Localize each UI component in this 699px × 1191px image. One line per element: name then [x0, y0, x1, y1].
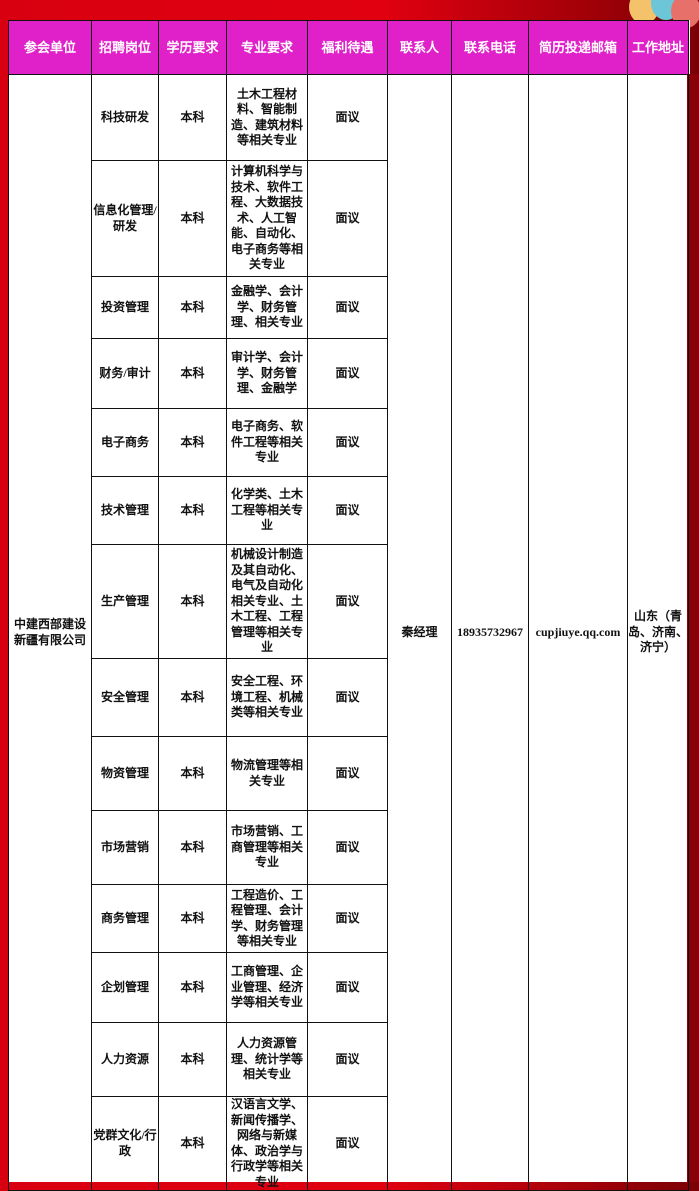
table-row: 物资管理 本科 物流管理等相关专业 面议: [9, 736, 689, 811]
address-cell: 山东（青岛、济南、济宁）: [627, 74, 689, 1191]
table-row: 人力资源 本科 人力资源管理、统计学等相关专业 面议: [9, 1022, 689, 1097]
benefit-cell: 面议: [307, 160, 388, 277]
education-cell: 本科: [158, 736, 227, 811]
position-cell: 企划管理: [91, 952, 159, 1023]
education-cell: 本科: [158, 476, 227, 545]
education-cell: 本科: [158, 74, 227, 161]
major-cell: 物流管理等相关专业: [226, 736, 308, 811]
position-cell: 投资管理: [91, 276, 159, 339]
benefit-cell: 面议: [307, 1022, 388, 1097]
right-edge-decoration: [687, 74, 699, 1182]
table-row: 投资管理 本科 金融学、会计学、财务管理、相关专业 面议: [9, 276, 689, 339]
major-cell: 工程造价、工程管理、会计学、财务管理等相关专业: [226, 884, 308, 953]
benefit-cell: 面议: [307, 74, 388, 161]
column-header: 招聘岗位: [91, 20, 159, 75]
education-cell: 本科: [158, 160, 227, 277]
education-cell: 本科: [158, 658, 227, 737]
position-cell: 生产管理: [91, 544, 159, 659]
benefit-cell: 面议: [307, 952, 388, 1023]
position-cell: 物资管理: [91, 736, 159, 811]
column-header: 联系人: [387, 20, 452, 75]
contact-cell: 秦经理: [387, 74, 452, 1191]
benefit-cell: 面议: [307, 658, 388, 737]
benefit-cell: 面议: [307, 1096, 388, 1191]
major-cell: 机械设计制造及其自动化、电气及自动化相关专业、土木工程、工程管理等相关专业: [226, 544, 308, 659]
education-cell: 本科: [158, 408, 227, 477]
table-row: 信息化管理/研发 本科 计算机科学与技术、软件工程、大数据技术、人工智能、自动化、电…: [9, 160, 689, 277]
position-cell: 安全管理: [91, 658, 159, 737]
table-row: 财务/审计 本科 审计学、会计学、财务管理、金融学 面议: [9, 338, 689, 409]
position-cell: 人力资源: [91, 1022, 159, 1097]
benefit-cell: 面议: [307, 476, 388, 545]
major-cell: 化学类、土木工程等相关专业: [226, 476, 308, 545]
position-cell: 信息化管理/研发: [91, 160, 159, 277]
column-header: 工作地址: [627, 20, 689, 75]
benefit-cell: 面议: [307, 544, 388, 659]
table-row: 党群文化/行政 本科 汉语言文学、新闻传播学、网络与新媒体、政治学与行政学等相关专业…: [9, 1096, 689, 1191]
column-header: 学历要求: [158, 20, 227, 75]
position-cell: 党群文化/行政: [91, 1096, 159, 1191]
major-cell: 金融学、会计学、财务管理、相关专业: [226, 276, 308, 339]
major-cell: 电子商务、软件工程等相关专业: [226, 408, 308, 477]
education-cell: 本科: [158, 276, 227, 339]
column-header: 参会单位: [8, 20, 92, 75]
email-cell: cupjiuye.qq.com: [528, 74, 628, 1191]
table-row: 安全管理 本科 安全工程、环境工程、机械类等相关专业 面议: [9, 658, 689, 737]
column-header: 专业要求: [226, 20, 308, 75]
major-cell: 市场营销、工商管理等相关专业: [226, 810, 308, 885]
table-row: 中建西部建设新疆有限公司 科技研发 本科 土木工程材料、智能制造、建筑材料等相关专业面…: [8, 74, 689, 1191]
position-cell: 商务管理: [91, 884, 159, 953]
benefit-cell: 面议: [307, 810, 388, 885]
education-cell: 本科: [158, 810, 227, 885]
education-cell: 本科: [158, 1022, 227, 1097]
company-cell: 中建西部建设新疆有限公司: [8, 74, 92, 1191]
table-row: 企划管理 本科 工商管理、企业管理、经济学等相关专业 面议: [9, 952, 689, 1023]
phone-cell: 18935732967: [451, 74, 529, 1191]
header-row: 参会单位 招聘岗位 学历要求 专业要求 福利待遇 联系人 联系电话 简历投递邮箱 工作地址: [8, 20, 689, 75]
benefit-cell: 面议: [307, 276, 388, 339]
education-cell: 本科: [158, 544, 227, 659]
major-cell: 土木工程材料、智能制造、建筑材料等相关专业: [226, 74, 308, 161]
position-cell: 市场营销: [91, 810, 159, 885]
major-cell: 审计学、会计学、财务管理、金融学: [226, 338, 308, 409]
position-cell: 电子商务: [91, 408, 159, 477]
education-cell: 本科: [158, 884, 227, 953]
major-cell: 安全工程、环境工程、机械类等相关专业: [226, 658, 308, 737]
benefit-cell: 面议: [307, 884, 388, 953]
benefit-cell: 面议: [307, 338, 388, 409]
benefit-cell: 面议: [307, 408, 388, 477]
table-row: 商务管理 本科 工程造价、工程管理、会计学、财务管理等相关专业 面议: [9, 884, 689, 953]
column-header: 联系电话: [451, 20, 529, 75]
major-cell: 汉语言文学、新闻传播学、网络与新媒体、政治学与行政学等相关专业: [226, 1096, 308, 1191]
column-header: 简历投递邮箱: [528, 20, 628, 75]
education-cell: 本科: [158, 952, 227, 1023]
table-row: 市场营销 本科 市场营销、工商管理等相关专业 面议: [9, 810, 689, 885]
education-cell: 本科: [158, 1096, 227, 1191]
position-cell: 科技研发: [91, 74, 159, 161]
education-cell: 本科: [158, 338, 227, 409]
major-cell: 工商管理、企业管理、经济学等相关专业: [226, 952, 308, 1023]
position-cell: 技术管理: [91, 476, 159, 545]
recruitment-table: 参会单位 招聘岗位 学历要求 专业要求 福利待遇 联系人 联系电话 简历投递邮箱 工作地址 中建…: [8, 20, 689, 1191]
table-row: 技术管理 本科 化学类、土木工程等相关专业 面议: [9, 476, 689, 545]
table-row: 电子商务 本科 电子商务、软件工程等相关专业 面议: [9, 408, 689, 477]
position-cell: 财务/审计: [91, 338, 159, 409]
benefit-cell: 面议: [307, 736, 388, 811]
table-row: 生产管理 本科 机械设计制造及其自动化、电气及自动化相关专业、土木工程、工程管理等相…: [9, 544, 689, 659]
major-cell: 计算机科学与技术、软件工程、大数据技术、人工智能、自动化、电子商务等相关专业: [226, 160, 308, 277]
column-header: 福利待遇: [307, 20, 388, 75]
major-cell: 人力资源管理、统计学等相关专业: [226, 1022, 308, 1097]
